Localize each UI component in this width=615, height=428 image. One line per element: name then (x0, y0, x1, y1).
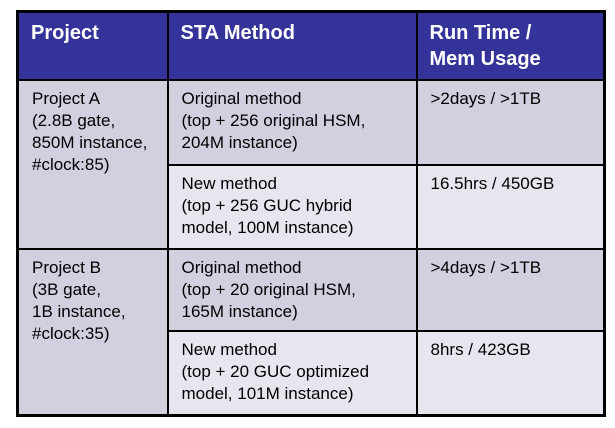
sta-results-table: Project STA Method Run Time / Mem Usage … (16, 10, 606, 417)
column-header-runtime-mem: Run Time / Mem Usage (415, 10, 606, 81)
runtime-cell-project-a-new: 16.5hrs / 450GB (415, 163, 606, 250)
table-row: New method (top + 256 GUC hybrid model, … (18, 163, 606, 250)
method-cell-project-a-original: Original method (top + 256 original HSM,… (166, 78, 418, 166)
table-row: New method (top + 20 GUC optimized model… (18, 329, 606, 417)
column-header-project: Project (16, 10, 169, 81)
table-row: Project A (2.8B gate, 850M instance, #cl… (16, 78, 606, 250)
border-notch-artifact (10, 371, 16, 380)
table-header-row: Project STA Method Run Time / Mem Usage (16, 10, 606, 81)
runtime-cell-project-b-original: >4days / >1TB (415, 247, 606, 332)
project-b-cell: Project B (3B gate, 1B instance, #clock:… (16, 247, 169, 417)
column-header-sta-method: STA Method (166, 10, 418, 81)
method-cell-project-b-original: Original method (top + 20 original HSM, … (166, 247, 418, 332)
project-a-cell: Project A (2.8B gate, 850M instance, #cl… (16, 78, 169, 250)
table-row: Project B (3B gate, 1B instance, #clock:… (16, 247, 606, 417)
method-cell-project-b-new: New method (top + 20 GUC optimized model… (166, 329, 418, 417)
runtime-cell-project-b-new: 8hrs / 423GB (415, 329, 606, 417)
runtime-cell-project-a-original: >2days / >1TB (415, 78, 606, 166)
method-cell-project-a-new: New method (top + 256 GUC hybrid model, … (166, 163, 418, 250)
